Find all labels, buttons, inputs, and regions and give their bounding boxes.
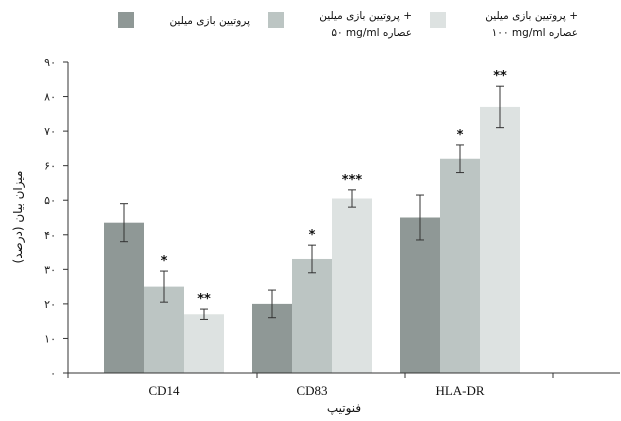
y-tick-label: ۲۰ (44, 298, 56, 311)
bar (480, 106, 520, 373)
bar (292, 258, 332, 373)
significance-marks: ********** (161, 69, 507, 307)
bar (184, 314, 224, 373)
legend-label: پروتیین بازی میلین + (319, 10, 412, 22)
y-tick-label: ۱۰ (44, 332, 56, 345)
y-tick-label: ۷۰ (44, 125, 56, 138)
y-tick-label: ۹۰ (44, 56, 56, 69)
legend-label: پروتیین بازی میلین + (485, 10, 578, 22)
significance-mark: ** (197, 292, 211, 307)
legend-swatch (430, 12, 446, 28)
y-tick-label: ۶۰ (44, 160, 56, 173)
significance-mark: * (457, 128, 464, 143)
y-axis-title: میزان بیان (درصد) (11, 171, 26, 264)
significance-mark: ** (493, 69, 507, 84)
legend: پروتیین بازی میلین پروتیین بازی میلین + ۵۰… (118, 10, 578, 39)
legend-label: ۱۰۰ mg/ml عصاره (492, 27, 578, 39)
axes (67, 62, 620, 374)
x-category-label: HLA-DR (435, 383, 484, 398)
bar (104, 222, 144, 373)
y-tick-label: ۳۰ (44, 263, 56, 276)
x-axis-title: فنوتیپ (327, 401, 361, 416)
x-category-label: CD83 (296, 383, 327, 398)
y-tick-label: ۸۰ (44, 91, 56, 104)
y-tick-label: ۰ (50, 367, 56, 380)
significance-mark: * (161, 254, 168, 269)
y-tick-label: ۵۰ (44, 194, 56, 207)
x-categories: CD14 CD83 HLA-DR (67, 373, 554, 398)
significance-mark: *** (342, 173, 363, 188)
significance-mark: * (309, 228, 316, 243)
bar (400, 217, 440, 373)
y-tick-label: ۴۰ (44, 229, 56, 242)
y-ticks: ۰ ۱۰ ۲۰ ۳۰ ۴۰ ۵۰ ۶۰ ۷۰ ۸۰ ۹۰ (44, 56, 68, 380)
error-bars (120, 85, 504, 320)
bar (332, 198, 372, 373)
x-category-label: CD14 (148, 383, 180, 398)
bar (440, 158, 480, 373)
legend-label: پروتیین بازی میلین (169, 15, 250, 27)
legend-swatch (118, 12, 134, 28)
legend-label: ۵۰ mg/ml عصاره (331, 27, 412, 39)
bars (104, 106, 520, 373)
legend-swatch (268, 12, 284, 28)
